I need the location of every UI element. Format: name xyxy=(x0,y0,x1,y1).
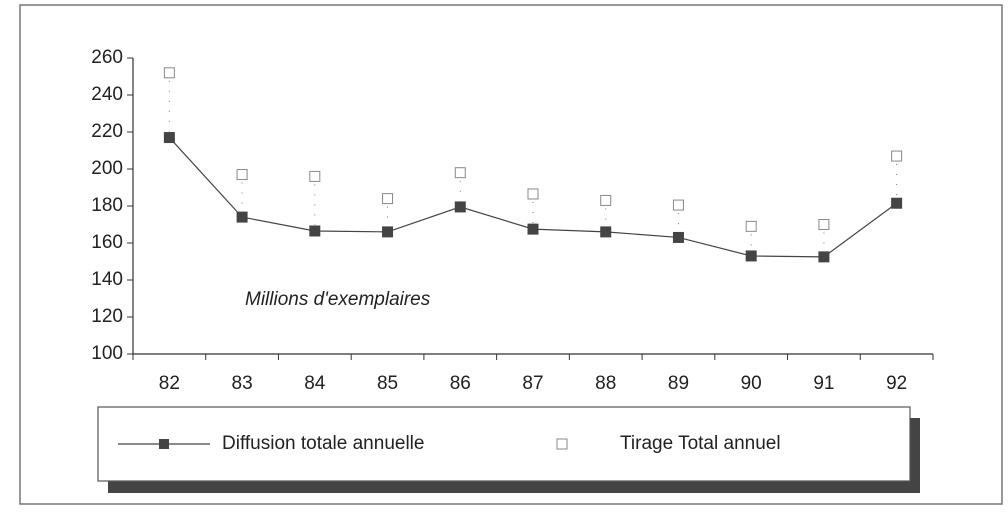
marker xyxy=(600,194,612,206)
x-tick-label: 88 xyxy=(595,373,616,394)
marker xyxy=(309,170,321,182)
marker xyxy=(382,193,394,205)
marker xyxy=(818,219,830,230)
x-tick-label: 86 xyxy=(450,373,471,394)
x-tick-label: 91 xyxy=(813,373,834,394)
legend-box xyxy=(97,406,911,482)
marker xyxy=(454,201,466,213)
marker xyxy=(891,150,903,162)
x-tick-label: 84 xyxy=(304,373,326,394)
marker xyxy=(236,211,248,223)
legend-label: Diffusion totale annuelle xyxy=(222,433,424,454)
y-tick-label: 160 xyxy=(91,232,123,253)
legend-marker xyxy=(556,438,568,450)
marker xyxy=(818,251,830,263)
legend-label: Tirage Total annuel xyxy=(620,433,781,454)
y-tick-label: 200 xyxy=(91,158,123,179)
x-tick-label: 87 xyxy=(522,373,543,394)
marker xyxy=(745,220,757,232)
marker xyxy=(382,226,394,238)
marker xyxy=(600,226,612,238)
annotation: Millions d'exemplaires xyxy=(245,289,431,310)
x-tick-label: 89 xyxy=(668,373,689,394)
marker xyxy=(672,231,684,243)
y-tick-label: 260 xyxy=(91,47,123,68)
marker xyxy=(527,188,539,200)
marker xyxy=(236,169,248,181)
x-tick-label: 90 xyxy=(741,373,762,394)
y-tick-label: 100 xyxy=(91,343,123,364)
x-tick-label: 85 xyxy=(377,373,398,394)
y-tick-label: 120 xyxy=(91,306,123,327)
marker xyxy=(527,223,539,235)
x-tick-label: 83 xyxy=(232,373,253,394)
y-tick-label: 180 xyxy=(91,195,123,216)
x-tick-label: 82 xyxy=(159,373,180,394)
y-tick-label: 240 xyxy=(91,84,123,105)
frame xyxy=(19,4,1003,505)
marker xyxy=(163,67,175,79)
marker xyxy=(745,250,757,262)
marker xyxy=(454,167,466,179)
legend-marker xyxy=(159,439,169,449)
marker xyxy=(891,197,903,209)
y-tick-label: 220 xyxy=(91,121,123,142)
y-tick-label: 140 xyxy=(91,269,123,290)
marker xyxy=(309,225,321,237)
marker xyxy=(163,132,175,144)
marker xyxy=(672,199,684,211)
x-tick-label: 92 xyxy=(886,373,907,394)
